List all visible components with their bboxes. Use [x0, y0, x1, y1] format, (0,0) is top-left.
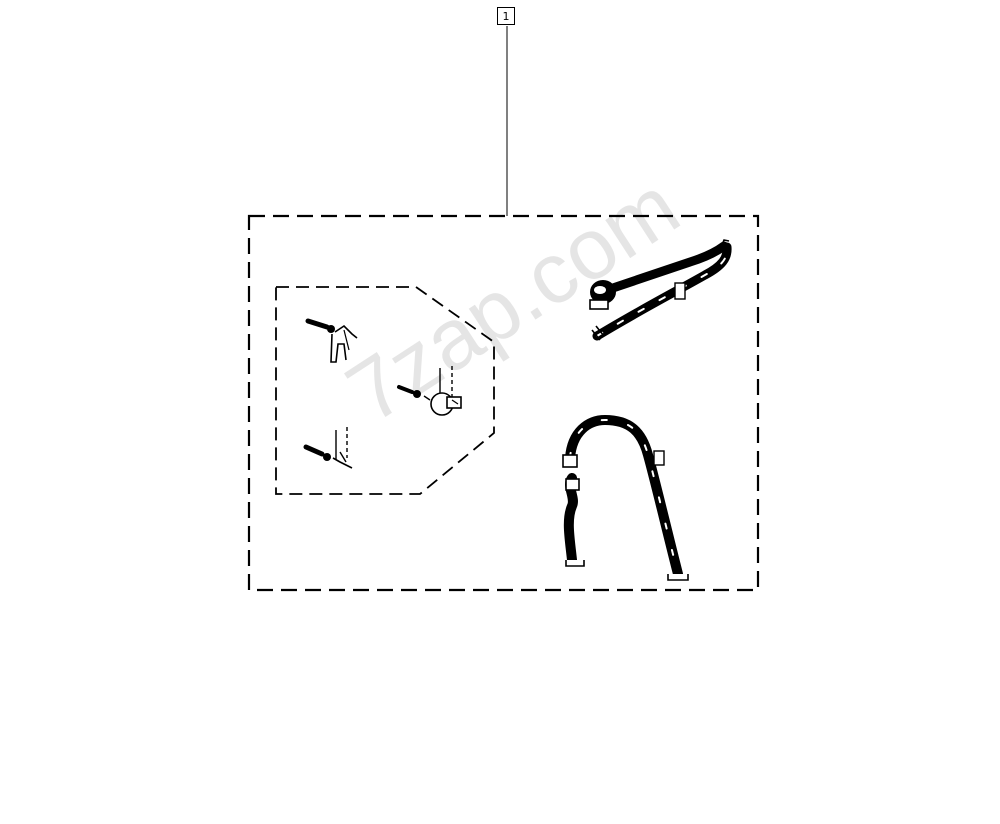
clip-bolt-3[interactable] — [303, 427, 353, 469]
upper-hose[interactable] — [589, 239, 732, 341]
clip-subkit-outline[interactable] — [275, 286, 495, 495]
clip-bolt-1[interactable] — [305, 318, 358, 363]
clip-bolt-2[interactable] — [397, 366, 462, 416]
kit-outline[interactable] — [247, 214, 760, 592]
lower-hose[interactable] — [562, 414, 689, 581]
callout-1-label[interactable]: 1 — [497, 7, 515, 25]
